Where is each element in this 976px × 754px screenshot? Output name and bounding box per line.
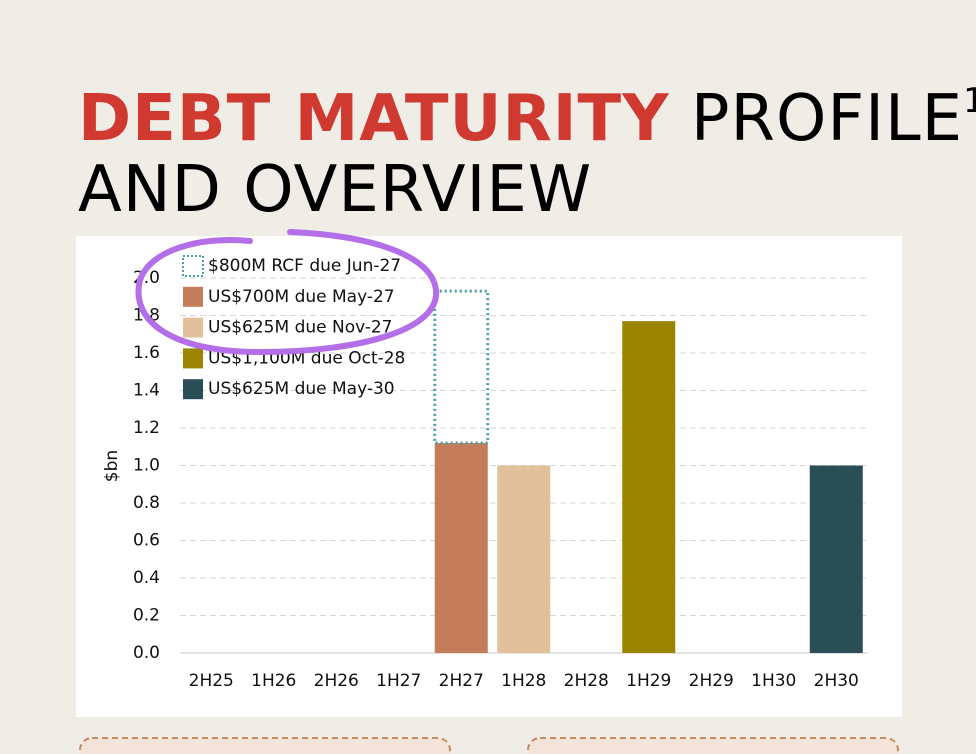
x-tick-label: 2H25	[189, 671, 234, 691]
info-box	[527, 737, 899, 754]
legend-label: $800M RCF due Jun-27	[208, 256, 401, 276]
x-tick-label: 2H30	[814, 671, 859, 691]
y-tick-label: 1.0	[133, 456, 160, 476]
legend-swatch	[183, 317, 203, 338]
legend-swatch	[182, 255, 204, 277]
chart-panel	[76, 236, 902, 717]
title-rest: PROFILE	[690, 82, 964, 156]
bar	[622, 321, 676, 653]
x-tick-label: 1H28	[501, 671, 546, 691]
legend-swatch	[183, 348, 203, 369]
y-tick-label: 0.0	[133, 643, 160, 663]
legend-swatch	[183, 286, 203, 307]
annotation-circle	[135, 229, 440, 356]
bar	[433, 289, 490, 445]
title-line-1: DEBT MATURITY PROFILE1	[78, 84, 976, 151]
y-tick-label: 0.8	[133, 493, 160, 513]
x-tick-label: 1H27	[376, 671, 421, 691]
y-tick-label: 1.6	[133, 343, 160, 363]
y-tick-label: 1.2	[133, 418, 160, 438]
y-tick-label: 0.4	[133, 568, 160, 588]
y-tick-label: 1.4	[133, 381, 160, 401]
bar	[809, 465, 863, 653]
x-tick-label: 1H30	[751, 671, 796, 691]
x-tick-label: 2H26	[314, 671, 359, 691]
x-tick-label: 1H26	[251, 671, 296, 691]
legend-label: US$625M due May-30	[208, 379, 395, 399]
x-tick-label: 2H29	[689, 671, 734, 691]
legend-swatch	[183, 379, 203, 400]
title-line-2: AND OVERVIEW	[78, 153, 593, 227]
info-box	[79, 737, 451, 754]
x-tick-label: 1H29	[626, 671, 671, 691]
x-tick-label: 2H27	[439, 671, 484, 691]
legend-label: US$625M due Nov-27	[208, 318, 393, 338]
y-tick-label: 0.6	[133, 531, 160, 551]
legend-label: US$700M due May-27	[208, 287, 395, 307]
bar	[434, 443, 488, 653]
y-tick-label: 0.2	[133, 606, 160, 626]
x-tick-label: 2H28	[564, 671, 609, 691]
title-highlight: DEBT MATURITY	[78, 82, 670, 156]
bar	[497, 465, 551, 653]
title-footnote: 1	[963, 81, 976, 121]
y-axis-label: $bn	[102, 450, 122, 482]
